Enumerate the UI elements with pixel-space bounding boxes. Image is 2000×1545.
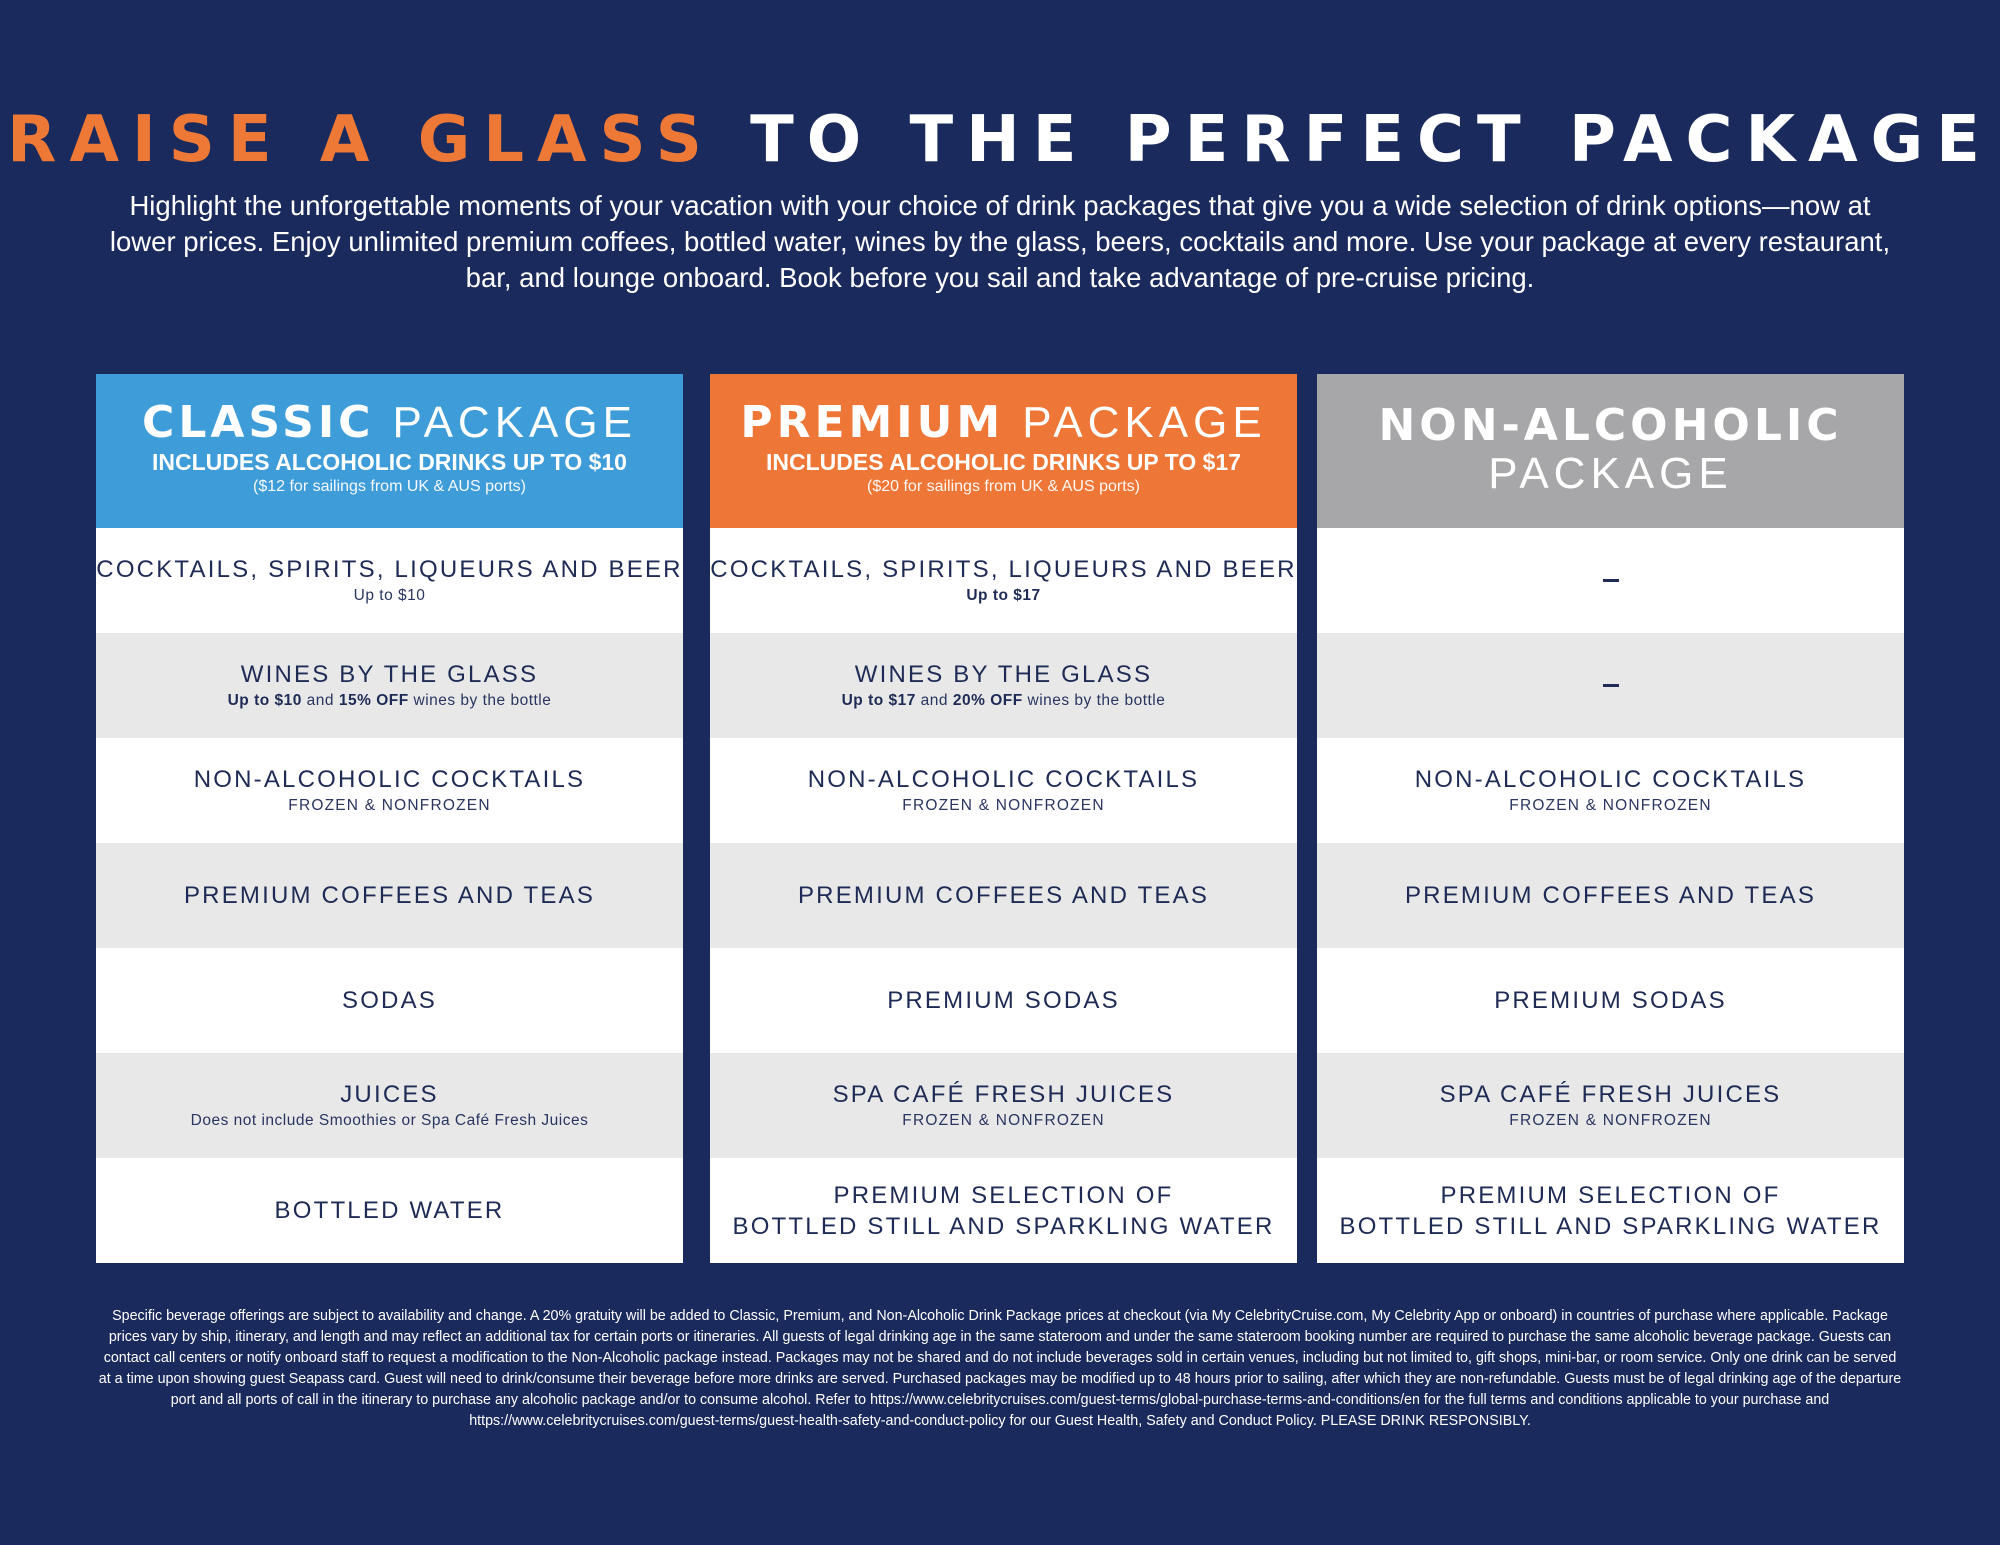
- feature-detail: FROZEN & NONFROZEN: [1509, 1112, 1712, 1129]
- package-includes: INCLUDES ALCOHOLIC DRINKS UP TO $17: [766, 449, 1241, 475]
- feature-name: COCKTAILS, SPIRITS, LIQUEURS AND BEER: [710, 556, 1297, 583]
- feature-detail: Does not include Smoothies or Spa Café F…: [190, 1112, 589, 1129]
- feature-row: BOTTLED WATER: [96, 1158, 683, 1263]
- feature-name: PREMIUM COFFEES AND TEAS: [1404, 882, 1817, 909]
- feature-row: NON-ALCOHOLIC COCKTAILS FROZEN & NONFROZ…: [710, 738, 1297, 843]
- package-includes: INCLUDES ALCOHOLIC DRINKS UP TO $10: [152, 449, 627, 475]
- feature-name: NON-ALCOHOLIC COCKTAILS: [1414, 766, 1807, 793]
- package-title: NON-ALCOHOLIC PACKAGE: [1317, 402, 1904, 498]
- feature-row: SPA CAFÉ FRESH JUICES FROZEN & NONFROZEN: [710, 1053, 1297, 1158]
- feature-row-not-included: [1317, 633, 1904, 738]
- feature-name: NON-ALCOHOLIC COCKTAILS: [807, 766, 1200, 793]
- legal-disclaimer: Specific beverage offerings are subject …: [98, 1308, 1902, 1429]
- package-note: ($20 for sailings from UK & AUS ports): [867, 478, 1140, 495]
- detail-text: wines by the bottle: [408, 692, 552, 709]
- feature-row: COCKTAILS, SPIRITS, LIQUEURS AND BEER Up…: [710, 528, 1297, 633]
- feature-row: PREMIUM SODAS: [710, 948, 1297, 1053]
- package-title-strong: PREMIUM: [740, 397, 1005, 448]
- detail-bold: Up to $17: [841, 692, 916, 709]
- feature-name: PREMIUM SODAS: [1494, 987, 1727, 1014]
- feature-name: WINES BY THE GLASS: [240, 661, 539, 688]
- headline-rest: TO THE PERFECT PACKAGE: [750, 103, 1993, 177]
- feature-name-line1: PREMIUM SELECTION OF: [1440, 1181, 1781, 1209]
- detail-bold: Up to $10: [227, 692, 302, 709]
- package-note: ($12 for sailings from UK & AUS ports): [253, 478, 526, 495]
- feature-row: SPA CAFÉ FRESH JUICES FROZEN & NONFROZEN: [1317, 1053, 1904, 1158]
- feature-detail: Up to $10 and 15% OFF wines by the bottl…: [228, 690, 552, 712]
- feature-name: JUICES: [340, 1081, 439, 1108]
- feature-row: PREMIUM COFFEES AND TEAS: [1317, 843, 1904, 948]
- non-alcoholic-package-column: NON-ALCOHOLIC PACKAGE NON-ALCOHOLIC COCKT…: [1317, 374, 1904, 1263]
- detail-text: and: [301, 692, 339, 709]
- package-title-light: PACKAGE: [1488, 449, 1733, 498]
- feature-row: JUICES Does not include Smoothies or Spa…: [96, 1053, 683, 1158]
- detail-bold: Up to $17: [966, 587, 1041, 604]
- headline-accent: RAISE A GLASS: [7, 103, 715, 177]
- feature-row: PREMIUM COFFEES AND TEAS: [710, 843, 1297, 948]
- feature-detail: FROZEN & NONFROZEN: [1509, 797, 1712, 814]
- feature-row: SODAS: [96, 948, 683, 1053]
- detail-bold: 20% OFF: [952, 692, 1023, 709]
- classic-package-column: CLASSIC PACKAGE INCLUDES ALCOHOLIC DRINK…: [96, 374, 683, 1263]
- feature-name: SPA CAFÉ FRESH JUICES: [832, 1081, 1175, 1108]
- feature-name: NON-ALCOHOLIC COCKTAILS: [193, 766, 586, 793]
- package-title-strong: NON-ALCOHOLIC: [1378, 400, 1843, 451]
- package-title: PREMIUM PACKAGE: [710, 398, 1297, 448]
- feature-name-line2: BOTTLED STILL AND SPARKLING WATER: [732, 1212, 1275, 1240]
- feature-row: NON-ALCOHOLIC COCKTAILS FROZEN & NONFROZ…: [96, 738, 683, 843]
- feature-name: SODAS: [341, 987, 438, 1014]
- classic-package-header: CLASSIC PACKAGE INCLUDES ALCOHOLIC DRINK…: [96, 374, 683, 528]
- detail-text: wines by the bottle: [1022, 692, 1166, 709]
- feature-row: PREMIUM COFFEES AND TEAS: [96, 843, 683, 948]
- package-title-strong: CLASSIC: [142, 397, 375, 448]
- package-title: CLASSIC PACKAGE: [96, 398, 683, 448]
- feature-detail: FROZEN & NONFROZEN: [902, 797, 1105, 814]
- intro-paragraph: Highlight the unforgettable moments of y…: [109, 190, 1891, 293]
- non-alcoholic-package-header: NON-ALCOHOLIC PACKAGE: [1317, 374, 1904, 528]
- feature-row: PREMIUM SODAS: [1317, 948, 1904, 1053]
- not-included-dash-icon: [1602, 684, 1619, 687]
- feature-name: PREMIUM SODAS: [887, 987, 1120, 1014]
- feature-row: WINES BY THE GLASS Up to $10 and 15% OFF…: [96, 633, 683, 738]
- feature-row: WINES BY THE GLASS Up to $17 and 20% OFF…: [710, 633, 1297, 738]
- feature-row-not-included: [1317, 528, 1904, 633]
- feature-detail: FROZEN & NONFROZEN: [288, 797, 491, 814]
- feature-name: PREMIUM COFFEES AND TEAS: [183, 882, 596, 909]
- feature-row: COCKTAILS, SPIRITS, LIQUEURS AND BEER Up…: [96, 528, 683, 633]
- feature-name: BOTTLED WATER: [274, 1197, 505, 1224]
- feature-name: PREMIUM COFFEES AND TEAS: [797, 882, 1210, 909]
- feature-detail: Up to $17: [966, 585, 1040, 607]
- feature-name-line2: BOTTLED STILL AND SPARKLING WATER: [1339, 1212, 1882, 1240]
- feature-row: PREMIUM SELECTION OF BOTTLED STILL AND S…: [1317, 1158, 1904, 1263]
- feature-row: NON-ALCOHOLIC COCKTAILS FROZEN & NONFROZ…: [1317, 738, 1904, 843]
- detail-bold: 15% OFF: [338, 692, 409, 709]
- feature-detail: Up to $10: [353, 587, 426, 604]
- package-title-light: PACKAGE: [392, 398, 637, 447]
- feature-name-line1: PREMIUM SELECTION OF: [833, 1181, 1174, 1209]
- detail-text: and: [915, 692, 953, 709]
- feature-detail: Up to $17 and 20% OFF wines by the bottl…: [842, 690, 1166, 712]
- feature-detail: FROZEN & NONFROZEN: [902, 1112, 1105, 1129]
- feature-name: COCKTAILS, SPIRITS, LIQUEURS AND BEER: [96, 556, 683, 583]
- page-headline: RAISE A GLASS TO THE PERFECT PACKAGE: [0, 100, 2000, 180]
- feature-name: WINES BY THE GLASS: [854, 661, 1153, 688]
- premium-package-header: PREMIUM PACKAGE INCLUDES ALCOHOLIC DRINK…: [710, 374, 1297, 528]
- not-included-dash-icon: [1602, 579, 1619, 582]
- premium-package-column: PREMIUM PACKAGE INCLUDES ALCOHOLIC DRINK…: [710, 374, 1297, 1263]
- package-title-light: PACKAGE: [1022, 398, 1267, 447]
- feature-row: PREMIUM SELECTION OF BOTTLED STILL AND S…: [710, 1158, 1297, 1263]
- feature-name: SPA CAFÉ FRESH JUICES: [1439, 1081, 1782, 1108]
